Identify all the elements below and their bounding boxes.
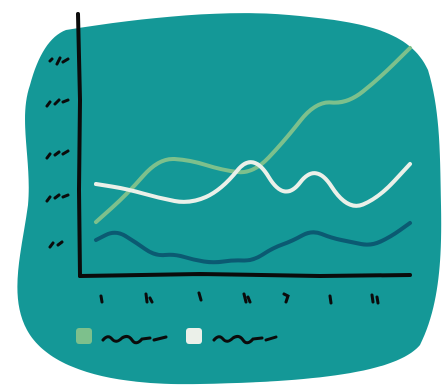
series-layer: [94, 46, 412, 265]
series-line-blue: [94, 221, 412, 265]
y-tick-mark: [45, 98, 70, 108]
x-axis-line: [78, 271, 412, 279]
y-tick-mark: [45, 193, 70, 203]
x-tick-mark: [197, 291, 203, 302]
legend-swatch-white: [186, 328, 202, 344]
y-tick-mark: [45, 149, 70, 160]
x-tick-mark: [99, 294, 104, 304]
y-axis-line: [76, 12, 83, 278]
x-tick-mark: [370, 293, 380, 305]
legend-swatch-green: [76, 328, 92, 344]
x-tick-mark: [328, 294, 333, 305]
x-tick-mark: [144, 292, 154, 304]
y-tick-mark: [48, 240, 64, 249]
background-blob: [17, 13, 442, 385]
y-tick-mark: [48, 56, 70, 66]
legend-scribble-green: [101, 334, 168, 345]
x-tick-marks: [99, 291, 380, 305]
x-tick-mark: [282, 292, 290, 304]
legend: [76, 328, 278, 345]
series-line-white: [94, 160, 412, 208]
x-tick-mark: [242, 292, 252, 304]
y-tick-marks: [45, 56, 70, 249]
legend-scribble-white: [212, 334, 278, 345]
